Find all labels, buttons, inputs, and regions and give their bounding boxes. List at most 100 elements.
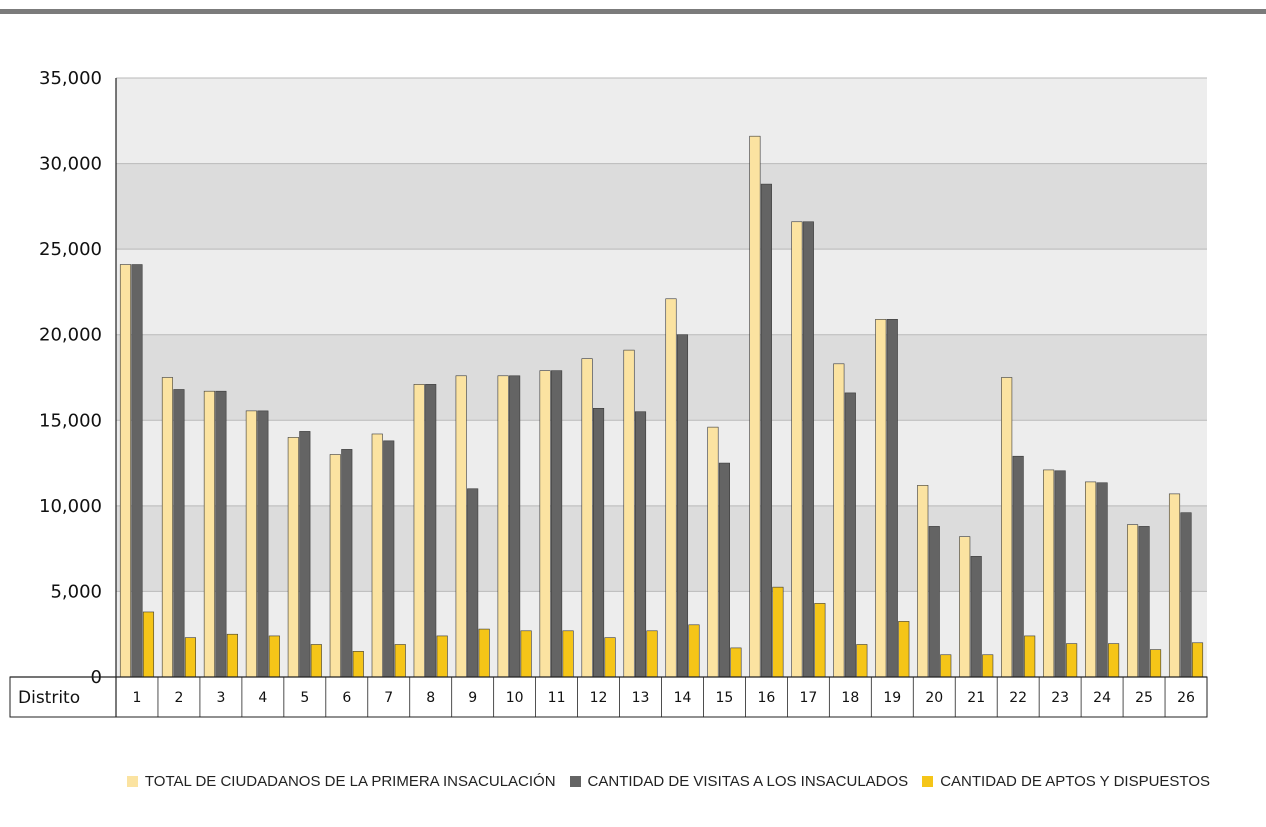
legend-label: CANTIDAD DE APTOS Y DISPUESTOS <box>940 773 1210 790</box>
x-tick-label: 6 <box>342 690 351 706</box>
y-tick-label: 30,000 <box>39 154 102 175</box>
x-tick-label: 19 <box>883 690 901 706</box>
x-tick-label: 10 <box>506 690 524 706</box>
x-tick-label: 22 <box>1009 690 1027 706</box>
legend-item-3: CANTIDAD DE APTOS Y DISPUESTOS <box>922 773 1210 790</box>
x-tick-label: 2 <box>174 690 183 706</box>
x-tick-label: 16 <box>757 690 775 706</box>
bar-s3-distrito-15 <box>730 647 742 678</box>
bar-s1-distrito-6 <box>329 454 341 678</box>
bar-s1-distrito-23 <box>1043 469 1055 678</box>
bar-s3-distrito-14 <box>688 624 700 678</box>
bar-s2-distrito-22 <box>1012 455 1024 678</box>
grid-band <box>116 334 1207 421</box>
bar-s2-distrito-13 <box>634 411 647 678</box>
x-tick-label: 26 <box>1177 690 1195 706</box>
bar-s1-distrito-8 <box>413 384 425 678</box>
x-tick-label: 4 <box>258 690 267 706</box>
bar-s2-distrito-18 <box>844 392 856 678</box>
bar-s3-distrito-5 <box>310 644 322 678</box>
bar-s1-distrito-22 <box>1001 377 1013 678</box>
grid-band <box>116 163 1207 250</box>
bar-s1-distrito-21 <box>959 536 971 678</box>
bar-s3-distrito-10 <box>520 630 532 678</box>
legend-item-1: TOTAL DE CIUDADANOS DE LA PRIMERA INSACU… <box>126 773 556 790</box>
x-tick-label: 25 <box>1135 690 1153 706</box>
bar-s1-distrito-2 <box>161 377 173 678</box>
legend-label: TOTAL DE CIUDADANOS DE LA PRIMERA INSACU… <box>144 773 556 790</box>
bar-s3-distrito-22 <box>1024 635 1036 678</box>
bar-s2-distrito-10 <box>509 375 521 678</box>
bar-s2-distrito-20 <box>928 526 940 678</box>
x-tick-label: 14 <box>674 690 692 706</box>
bar-s1-distrito-19 <box>875 319 887 678</box>
y-tick-label: 35,000 <box>39 68 102 89</box>
bar-s1-distrito-12 <box>581 358 593 678</box>
bar-s2-distrito-5 <box>299 431 311 678</box>
bar-s1-distrito-20 <box>917 485 929 678</box>
bar-s1-distrito-7 <box>371 433 383 678</box>
x-tick-label: 15 <box>716 690 734 706</box>
bar-s1-distrito-18 <box>833 363 845 678</box>
bar-s1-distrito-26 <box>1168 493 1181 678</box>
y-tick-label: 15,000 <box>39 410 102 431</box>
grid-band <box>116 78 1207 164</box>
bar-chart: 05,00010,00015,00020,00025,00030,00035,0… <box>9 68 1208 718</box>
bar-s1-distrito-13 <box>623 349 635 678</box>
y-tick-labels: 05,00010,00015,00020,00025,00030,00035,0… <box>39 68 102 688</box>
grid-bands <box>116 78 1207 677</box>
bar-s2-distrito-21 <box>970 556 982 678</box>
legend-label: CANTIDAD DE VISITAS A LOS INSACULADOS <box>587 773 909 790</box>
y-tick-label: 20,000 <box>39 325 102 346</box>
x-tick-label: 17 <box>799 690 817 706</box>
bar-s3-distrito-3 <box>226 633 238 678</box>
bar-s3-distrito-20 <box>940 654 952 678</box>
x-tick-label: 21 <box>967 690 985 706</box>
bar-s3-distrito-17 <box>814 603 826 678</box>
bar-s3-distrito-23 <box>1066 643 1078 678</box>
y-tick-label: 5,000 <box>50 581 102 602</box>
bar-s1-distrito-5 <box>287 437 299 678</box>
bar-s1-distrito-25 <box>1127 524 1139 678</box>
x-axis-label: Distrito <box>18 688 80 708</box>
bar-s2-distrito-7 <box>383 440 395 678</box>
bar-s3-distrito-13 <box>646 630 658 678</box>
bar-s2-distrito-2 <box>173 389 185 678</box>
x-tick-label: 3 <box>216 690 225 706</box>
bar-s3-distrito-19 <box>898 621 910 678</box>
legend-item-2: CANTIDAD DE VISITAS A LOS INSACULADOS <box>569 773 909 790</box>
legend-swatch <box>569 776 581 787</box>
bar-s2-distrito-25 <box>1138 526 1150 678</box>
bar-s3-distrito-12 <box>604 637 616 678</box>
bar-s2-distrito-12 <box>593 408 605 678</box>
bar-s2-distrito-6 <box>341 449 353 678</box>
bar-s2-distrito-8 <box>425 384 437 678</box>
x-tick-label: 9 <box>468 690 477 706</box>
top-divider <box>0 9 1266 14</box>
bar-s2-distrito-24 <box>1096 482 1108 678</box>
bar-s3-distrito-9 <box>478 628 490 678</box>
bar-s2-distrito-16 <box>760 183 772 678</box>
bar-s2-distrito-14 <box>676 334 689 678</box>
bar-s2-distrito-26 <box>1180 512 1192 678</box>
bar-s2-distrito-15 <box>718 462 730 678</box>
x-table-border <box>9 676 1208 718</box>
bar-s1-distrito-11 <box>539 370 551 678</box>
bar-s3-distrito-18 <box>856 644 868 678</box>
bar-s3-distrito-6 <box>352 651 364 678</box>
bar-s2-distrito-9 <box>467 488 479 678</box>
bar-s3-distrito-26 <box>1191 642 1204 678</box>
bar-s3-distrito-4 <box>268 635 280 678</box>
legend: TOTAL DE CIUDADANOS DE LA PRIMERA INSACU… <box>0 773 1266 790</box>
bar-s1-distrito-1 <box>119 264 132 678</box>
bar-s2-distrito-19 <box>886 319 898 678</box>
x-tick-label: 7 <box>384 690 393 706</box>
bar-s2-distrito-3 <box>215 390 227 678</box>
bar-s1-distrito-17 <box>791 221 803 678</box>
x-tick-label: 23 <box>1051 690 1069 706</box>
bars <box>119 135 1204 678</box>
bar-s1-distrito-15 <box>707 426 719 678</box>
bar-s3-distrito-2 <box>184 637 196 678</box>
bar-s2-distrito-17 <box>802 221 814 678</box>
